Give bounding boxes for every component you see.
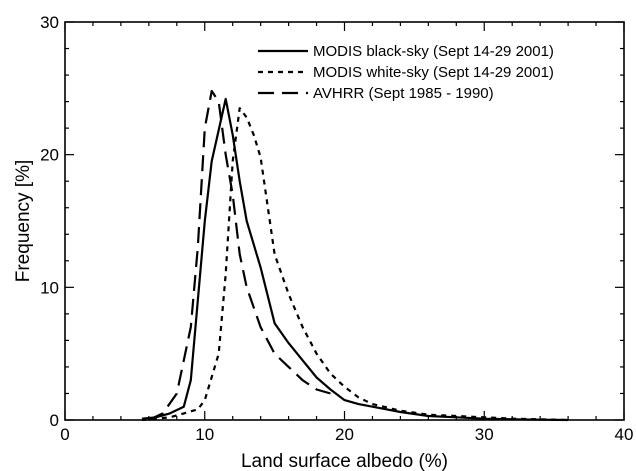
y-axis-label: Frequency [%] bbox=[13, 160, 34, 283]
series-line-2 bbox=[141, 107, 569, 422]
y-tick-label: 10 bbox=[40, 278, 59, 297]
legend-label-3: AVHRR (Sept 1985 - 1990) bbox=[313, 85, 494, 102]
x-axis-label: Land surface albedo (%) bbox=[241, 451, 448, 471]
y-tick-label: 20 bbox=[40, 146, 59, 165]
x-tick-label: 40 bbox=[615, 425, 634, 444]
series-line-1 bbox=[141, 97, 569, 422]
x-tick-label: 10 bbox=[195, 425, 214, 444]
series-group bbox=[141, 89, 569, 422]
legend: MODIS black-sky (Sept 14-29 2001) MODIS w… bbox=[258, 43, 554, 102]
y-tick-label: 0 bbox=[50, 411, 59, 430]
plot-frame bbox=[64, 21, 625, 421]
x-tick-label: 30 bbox=[475, 425, 494, 444]
y-tick-label: 30 bbox=[40, 13, 59, 32]
series-line-3 bbox=[148, 89, 331, 421]
x-tick-label: 0 bbox=[60, 425, 69, 444]
legend-label-1: MODIS black-sky (Sept 14-29 2001) bbox=[313, 43, 554, 60]
x-tick-label: 20 bbox=[335, 425, 354, 444]
legend-label-2: MODIS white-sky (Sept 14-29 2001) bbox=[313, 64, 554, 81]
